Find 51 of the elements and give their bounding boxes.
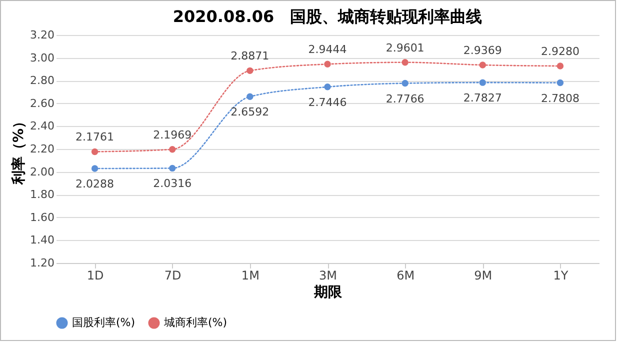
legend-label: 城商利率(%) [163, 316, 228, 329]
x-tick-label: 1Y [553, 268, 569, 282]
data-label: 2.1969 [153, 128, 192, 142]
point [479, 79, 486, 86]
y-tick-label: 1.20 [30, 256, 54, 270]
point [91, 165, 98, 172]
point [91, 148, 98, 156]
point [169, 146, 176, 153]
x-axis-title: 期限 [313, 284, 343, 300]
legend-label: 国股利率(%) [72, 316, 136, 329]
data-label: 2.9601 [386, 41, 424, 54]
point [324, 84, 331, 90]
y-tick-label: 1.40 [30, 234, 54, 247]
data-label: 2.7808 [540, 92, 580, 105]
x-tick-label: 9M [474, 268, 492, 282]
y-tick-label: 2.80 [30, 74, 54, 88]
data-label: 2.0316 [153, 177, 192, 190]
data-label: 2.9369 [463, 44, 502, 57]
data-label: 2.7827 [463, 92, 502, 105]
point [402, 59, 408, 66]
point [556, 62, 564, 70]
data-label: 2.9280 [540, 45, 580, 58]
y-tick-label: 2.40 [30, 120, 54, 133]
x-tick-label: 7D [164, 268, 182, 282]
x-tick-label: 6M [396, 268, 415, 282]
x-tick-label: 1M [241, 268, 260, 282]
point [556, 79, 564, 86]
data-label: 2.8871 [230, 50, 270, 63]
chart-title: 2020.08.06 国股、城商转贴现利率曲线 [172, 7, 482, 26]
data-label: 2.1761 [76, 130, 114, 144]
y-tick-label: 1.80 [30, 188, 54, 202]
point [324, 60, 331, 68]
point [169, 164, 176, 172]
y-tick-label: 2.20 [30, 142, 54, 156]
x-tick-label: 3M [319, 268, 337, 282]
y-tick-label: 2.00 [30, 165, 54, 178]
y-tick-label: 3.20 [30, 28, 54, 42]
point [246, 67, 254, 74]
y-tick-label: 1.60 [30, 210, 54, 224]
y-tick-label: 2.60 [30, 96, 54, 110]
data-label: 2.0288 [76, 178, 114, 191]
data-label: 2.7766 [386, 92, 424, 106]
point [402, 80, 408, 87]
data-label: 2.7446 [308, 96, 347, 109]
x-tick-label: 1D [86, 268, 104, 282]
y-tick-label: 3.00 [30, 51, 54, 64]
y-axis-title: 利率（%） [10, 114, 28, 186]
data-label: 2.9444 [308, 43, 347, 56]
data-label: 2.6592 [230, 106, 270, 119]
point [479, 62, 486, 68]
point [246, 93, 254, 100]
